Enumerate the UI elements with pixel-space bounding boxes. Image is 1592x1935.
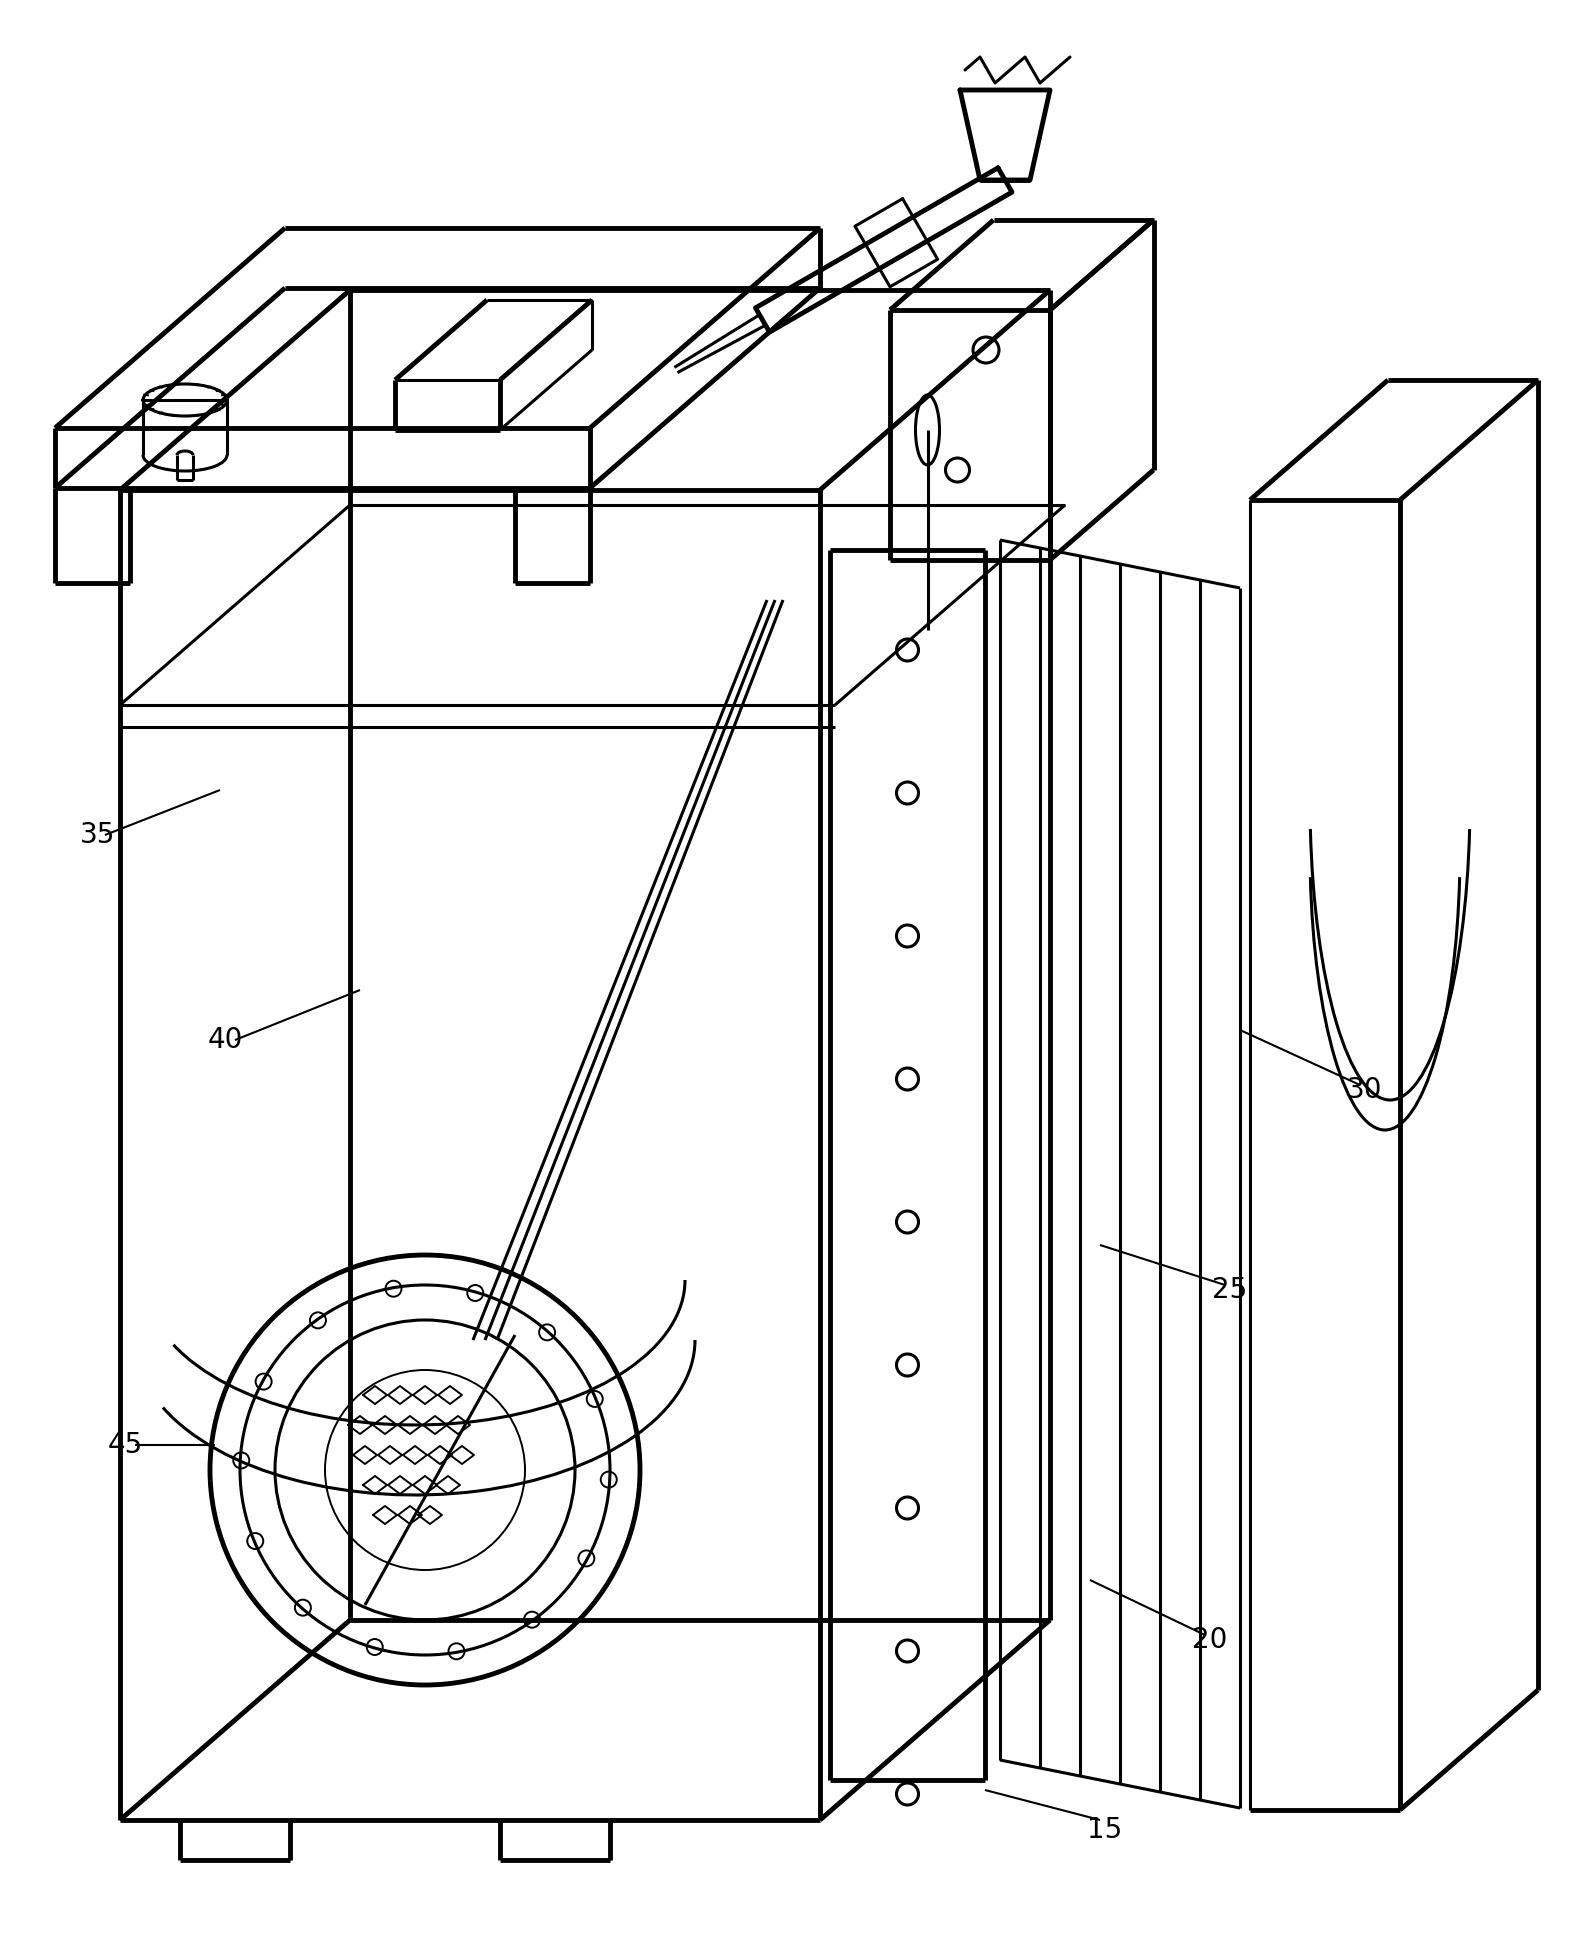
Text: 45: 45 [107, 1432, 143, 1459]
Text: 25: 25 [1213, 1275, 1248, 1304]
Text: 30: 30 [1347, 1076, 1383, 1105]
Text: 40: 40 [207, 1026, 242, 1055]
Text: 20: 20 [1192, 1625, 1227, 1654]
Text: 35: 35 [80, 820, 116, 849]
Text: 15: 15 [1087, 1817, 1122, 1844]
